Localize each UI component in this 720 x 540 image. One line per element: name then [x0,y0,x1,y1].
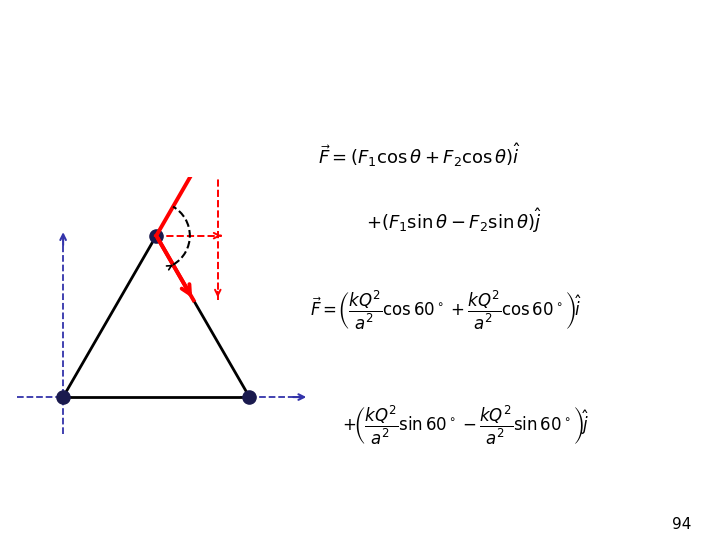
Point [58,393,69,401]
Text: $+ (F_1 \sin\theta - F_2 \sin\theta)\hat{j}$: $+ (F_1 \sin\theta - F_2 \sin\theta)\hat… [366,206,542,235]
Text: $\vec{F} = (F_1 \cos\theta + F_2 \cos\theta)\hat{i}$: $\vec{F} = (F_1 \cos\theta + F_2 \cos\th… [318,141,521,168]
Text: Three charges +Q, +Q, and –Q, are located at the corners of
an equilateral trian: Three charges +Q, +Q, and –Q, are locate… [18,13,498,71]
Text: $+\!\left(\dfrac{kQ^2}{a^2}\sin 60^\circ - \dfrac{kQ^2}{a^2}\sin 60^\circ\right): $+\!\left(\dfrac{kQ^2}{a^2}\sin 60^\circ… [342,403,589,447]
Text: $\vec{F} = \!\left(\dfrac{kQ^2}{a^2}\cos 60^\circ + \dfrac{kQ^2}{a^2}\cos 60^\ci: $\vec{F} = \!\left(\dfrac{kQ^2}{a^2}\cos… [310,288,581,332]
Point [150,231,162,240]
Text: 94: 94 [672,517,691,532]
Point [243,393,255,401]
